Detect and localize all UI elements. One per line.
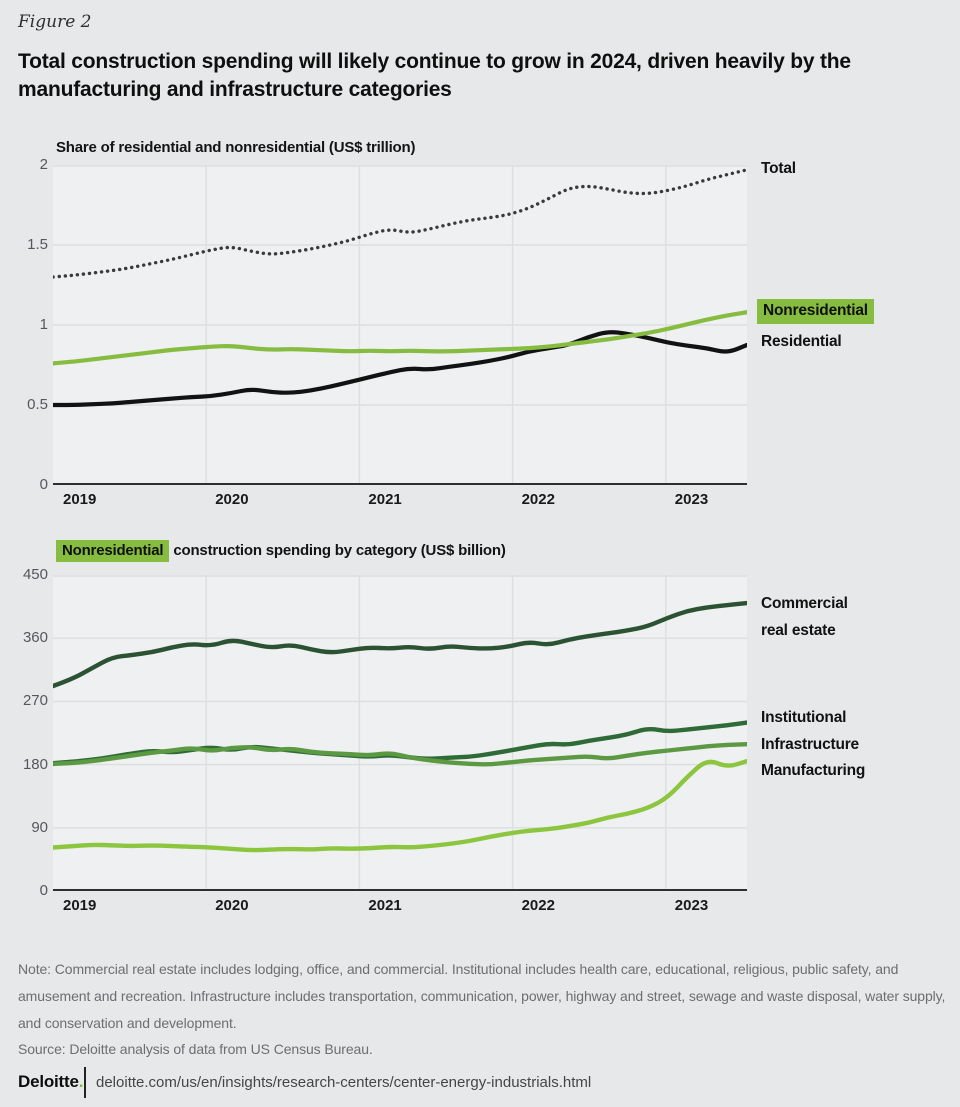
source-text: Source: Deloitte analysis of data from U… <box>18 1041 373 1057</box>
y-axis-tick-label: 1 <box>39 316 48 333</box>
line-residential <box>53 330 747 408</box>
series-label-total: Total <box>761 160 796 177</box>
x-axis-tick-label: 2023 <box>674 897 709 914</box>
x-axis-tick-label: 2021 <box>368 491 402 508</box>
y-axis-tick-label: 0.5 <box>27 396 48 413</box>
x-axis-tick-label: 2022 <box>521 897 555 914</box>
x-axis-tick-label: 2022 <box>521 491 555 508</box>
y-axis-tick-label: 360 <box>22 629 48 647</box>
y-axis-tick-label: 270 <box>22 692 48 710</box>
chart1-svg <box>53 165 747 485</box>
y-axis-tick-label: 0 <box>39 882 48 899</box>
line-infrastructure <box>53 742 747 767</box>
y-axis-tick-label: 90 <box>31 818 48 836</box>
chart2-title-rest: construction spending by category (US$ b… <box>169 542 506 559</box>
figure-label: Figure 2 <box>18 12 92 32</box>
line-manufacturing <box>53 758 747 853</box>
chart2-title-highlight: Nonresidential <box>56 540 170 562</box>
chart2-title: Nonresidential construction spending by … <box>56 540 506 562</box>
chart2-svg <box>53 575 747 891</box>
series-label-institutional: Institutional <box>761 709 847 726</box>
line-commercial-real-estate <box>53 600 747 689</box>
x-axis-tick-label: 2019 <box>63 491 97 508</box>
y-axis-tick-label: 0 <box>39 476 48 493</box>
footer-url: deloitte.com/us/en/insights/research-cen… <box>96 1074 592 1091</box>
x-axis-tick-label: 2020 <box>215 491 249 508</box>
y-axis-tick-label: 2 <box>39 156 48 173</box>
series-label-nonresidential: Nonresidential <box>757 299 874 324</box>
x-axis-tick-label: 2020 <box>215 897 249 914</box>
line-total <box>53 168 747 279</box>
series-label-manufacturing: Manufacturing <box>761 762 866 779</box>
page-title: Total construction spending will likely … <box>18 50 851 101</box>
series-label-residential: Residential <box>761 333 842 350</box>
chart1-plot-area <box>53 165 747 485</box>
x-axis-tick-label: 2023 <box>674 491 709 508</box>
series-label-infrastructure: Infrastructure <box>761 736 859 753</box>
x-axis-tick-label: 2021 <box>368 897 402 914</box>
chart1-title: Share of residential and nonresidential … <box>56 139 416 156</box>
y-axis-tick-label: 1.5 <box>27 236 48 253</box>
y-axis-tick-label: 450 <box>22 566 48 583</box>
brand-dot: . <box>78 1072 84 1091</box>
deloitte-wordmark: Deloitte. <box>18 1072 83 1092</box>
note-text: Note: Commercial real estate includes lo… <box>18 961 946 1031</box>
x-axis-tick-label: 2019 <box>63 897 97 914</box>
footer-divider <box>84 1067 86 1098</box>
y-axis-tick-label: 180 <box>22 755 48 773</box>
brand-name: Deloitte <box>18 1072 79 1091</box>
series-label-commercial-real-estate: Commercial real estate <box>761 595 848 639</box>
line-nonresidential <box>53 310 747 366</box>
chart2-plot-area <box>53 575 747 891</box>
